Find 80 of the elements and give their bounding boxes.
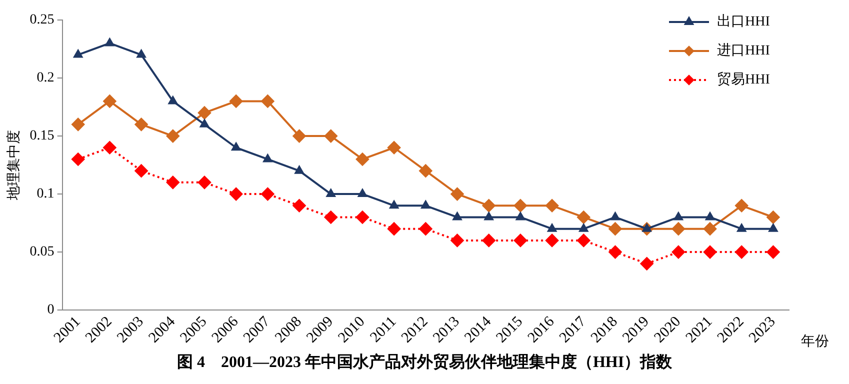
point [103,141,116,154]
point [450,188,464,201]
point [672,246,685,259]
point [356,152,369,166]
point [706,212,714,220]
point [324,130,338,143]
point [546,199,559,212]
point [608,246,622,259]
point [166,176,180,189]
y-tick-label: 0 [47,302,54,318]
point [388,141,401,154]
y-tick-label: 0.25 [30,12,54,28]
point [356,210,369,224]
point [103,94,116,108]
point [735,246,748,259]
point [704,246,717,259]
point [514,199,527,212]
point [419,164,432,178]
point [704,222,717,236]
point [577,210,590,224]
point [768,224,778,232]
y-tick-label: 0.2 [36,70,54,86]
point [640,257,654,270]
point [261,94,274,108]
legend-label: 进口HHI [717,42,770,59]
point [610,212,620,220]
point [292,130,306,143]
point [324,210,338,224]
point [134,118,148,131]
y-tick-label: 0.1 [36,186,54,202]
point [72,152,85,166]
point [230,94,243,108]
point [105,38,114,46]
point [419,222,432,236]
point [484,212,494,220]
point [735,199,748,212]
point [579,224,588,232]
point [452,212,462,220]
point [482,234,496,247]
text: 图 4 2001—2023 年中国水产品对外贸易伙伴地理集中度（HHI）指数 [176,352,674,373]
point [390,200,399,209]
point [766,210,780,224]
point [198,106,211,120]
point [261,188,274,201]
point [482,199,496,212]
point [74,50,83,58]
point [168,96,178,104]
point [388,222,401,236]
point [166,130,180,143]
y-tick-label: 0.15 [30,128,54,144]
point [232,142,241,151]
point [136,50,146,58]
point [577,234,590,247]
point [450,234,464,247]
point [294,166,304,174]
point [737,224,746,232]
point [516,212,525,220]
point [766,246,780,259]
point [230,188,243,201]
point [263,154,272,162]
point [292,199,306,212]
point [672,222,685,236]
point [200,119,209,128]
legend-label: 贸易HHI [717,72,770,88]
point [72,118,85,131]
point [674,212,683,220]
point [134,164,148,178]
point [198,176,211,189]
x-axis-title: 年份 [801,334,829,350]
legend-label: 出口HHI [717,14,770,30]
point [608,222,622,236]
y-axis-title: 地理集中度 [6,130,22,202]
x-tick-label: 2011 [368,314,400,346]
y-tick-label: 0.05 [30,244,54,260]
point [326,189,336,198]
point [546,234,559,247]
point [514,234,527,247]
point [421,200,430,209]
point [358,189,367,198]
point [548,224,556,232]
